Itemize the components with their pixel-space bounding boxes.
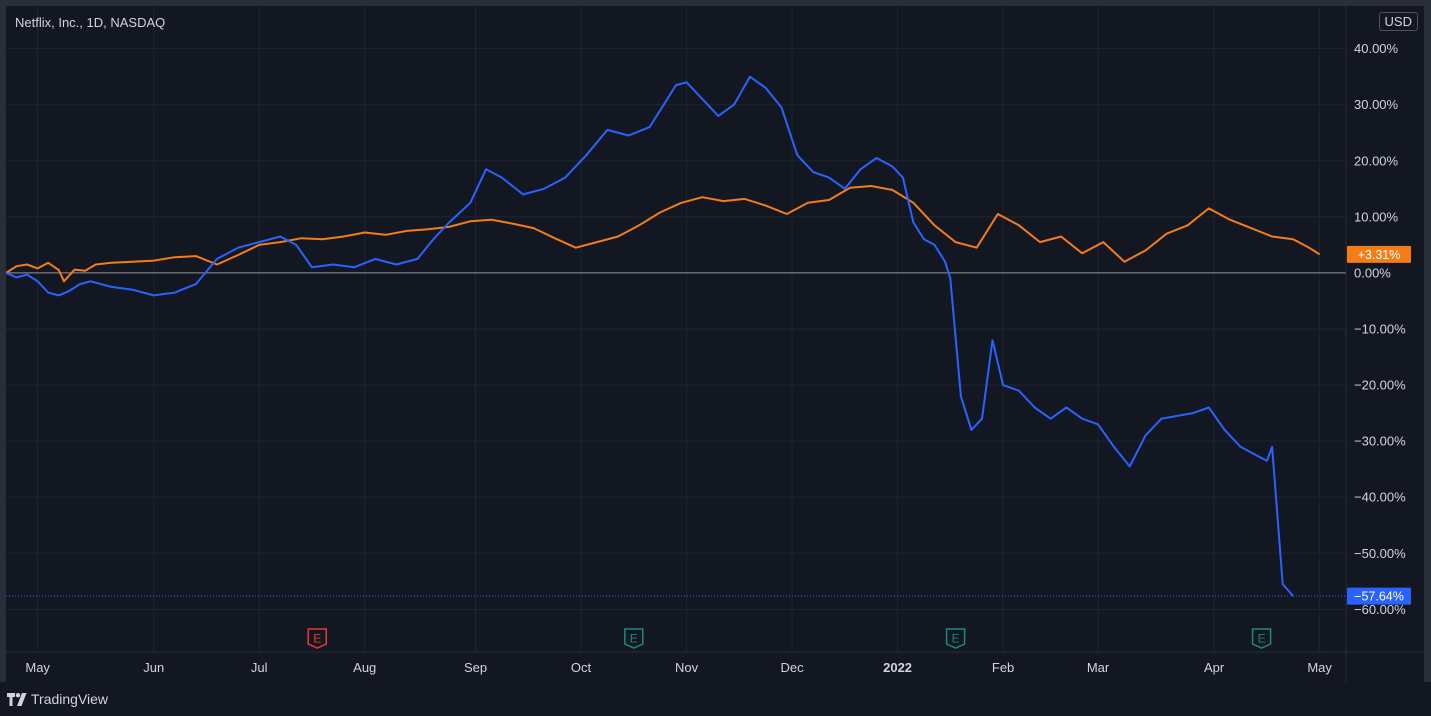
y-tick-label-2: 20.00% bbox=[1354, 153, 1399, 168]
last-value-label-0: +3.31% bbox=[1358, 248, 1401, 262]
last-value-badge-1 bbox=[1347, 587, 1411, 605]
x-tick-label-6: Nov bbox=[675, 660, 699, 675]
earnings-marker-label-1: E bbox=[630, 632, 638, 646]
earnings-marker-3[interactable]: E bbox=[1251, 628, 1272, 649]
symbol-title: Netflix, Inc., 1D, NASDAQ bbox=[15, 15, 166, 30]
earnings-marker-label-0: E bbox=[313, 632, 321, 646]
earnings-marker-2[interactable]: E bbox=[945, 628, 966, 649]
chart-panel[interactable]: 40.00% 30.00% 20.00% 10.00% 0.00% −10.00% −20.… bbox=[6, 6, 1424, 682]
currency-button[interactable]: USD bbox=[1378, 12, 1418, 31]
series-line-1 bbox=[6, 75, 1294, 597]
earnings-marker-1[interactable]: E bbox=[624, 628, 644, 649]
earnings-marker-shape-0 bbox=[307, 628, 328, 649]
series-line-0 bbox=[6, 185, 1321, 283]
earnings-marker-shape-1 bbox=[624, 628, 644, 649]
x-tick-label-7: Dec bbox=[781, 660, 805, 675]
x-tick-label-0: May bbox=[25, 660, 50, 675]
y-tick-label-1: 30.00% bbox=[1354, 97, 1399, 112]
x-tick-label-4: Sep bbox=[464, 660, 487, 675]
x-tick-label-3: Aug bbox=[353, 660, 376, 675]
x-tick-label-2: Jul bbox=[251, 660, 268, 675]
tradingview-logo-icon bbox=[7, 693, 27, 706]
x-tick-label-10: Mar bbox=[1087, 660, 1110, 675]
x-tick-label-9: Feb bbox=[992, 660, 1014, 675]
y-tick-label-8: −40.00% bbox=[1354, 490, 1406, 505]
last-value-badge-0 bbox=[1347, 245, 1411, 263]
footer: TradingView bbox=[0, 682, 1431, 716]
x-tick-label-1: Jun bbox=[143, 660, 164, 675]
earnings-marker-label-2: E bbox=[952, 632, 960, 646]
earnings-marker-shape-3 bbox=[1251, 628, 1272, 649]
y-tick-label-5: −10.00% bbox=[1354, 322, 1406, 337]
last-value-label-1: −57.64% bbox=[1354, 590, 1404, 604]
earnings-marker-label-3: E bbox=[1258, 632, 1266, 646]
x-tick-label-12: May bbox=[1307, 660, 1332, 675]
x-tick-label-5: Oct bbox=[571, 660, 592, 675]
earnings-marker-shape-2 bbox=[945, 628, 966, 649]
y-tick-label-6: −20.00% bbox=[1354, 378, 1406, 393]
x-tick-label-11: Apr bbox=[1204, 660, 1225, 675]
tradingview-brand: TradingView bbox=[31, 691, 109, 707]
price-comparison-chart[interactable]: 40.00% 30.00% 20.00% 10.00% 0.00% −10.00% −20.… bbox=[6, 6, 1424, 682]
y-tick-label-7: −30.00% bbox=[1354, 434, 1406, 449]
y-tick-label-9: −50.00% bbox=[1354, 546, 1406, 561]
y-tick-label-3: 10.00% bbox=[1354, 209, 1399, 224]
y-tick-label-4: 0.00% bbox=[1354, 265, 1391, 280]
y-tick-label-0: 40.00% bbox=[1354, 41, 1399, 56]
x-tick-label-8: 2022 bbox=[883, 660, 912, 675]
y-tick-label-10: −60.00% bbox=[1354, 602, 1406, 617]
earnings-marker-0[interactable]: E bbox=[307, 628, 328, 649]
